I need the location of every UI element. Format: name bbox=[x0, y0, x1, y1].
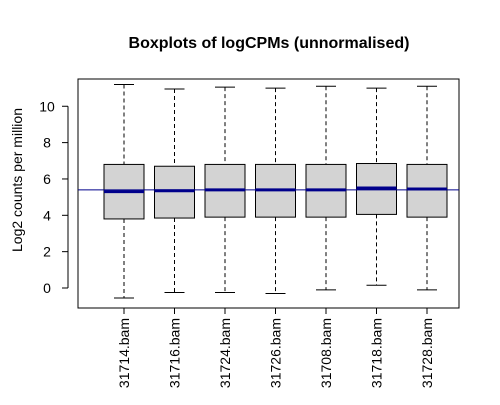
y-tick-label: 6 bbox=[43, 171, 51, 187]
x-category-label: 31714.bam bbox=[116, 318, 132, 388]
y-tick-label: 4 bbox=[43, 207, 51, 223]
box-31728.bam bbox=[406, 85, 448, 291]
y-tick-label: 8 bbox=[43, 135, 51, 151]
iqr-box bbox=[406, 163, 448, 218]
boxes bbox=[103, 83, 448, 299]
x-category-label: 31726.bam bbox=[268, 318, 284, 388]
y-tick-label: 2 bbox=[43, 244, 51, 260]
box-31716.bam bbox=[154, 88, 195, 294]
box-31726.bam bbox=[255, 87, 296, 294]
y-axis-label: Log2 counts per million bbox=[9, 108, 25, 252]
box-31708.bam bbox=[305, 85, 347, 291]
box-31718.bam bbox=[356, 87, 397, 286]
x-axis-labels: 31714.bam 31716.bam 31724.bam 31726.bam 3170… bbox=[116, 308, 435, 388]
chart-title: Boxplots of logCPMs (unnormalised) bbox=[129, 35, 410, 52]
y-tick-label: 0 bbox=[43, 280, 51, 296]
y-axis: 0 2 4 6 8 10 bbox=[39, 98, 69, 296]
x-category-label: 31708.bam bbox=[318, 318, 334, 388]
y-tick-label: 10 bbox=[39, 98, 55, 114]
plot-frame bbox=[77, 78, 460, 309]
box-31714.bam bbox=[103, 83, 145, 299]
x-category-label: 31728.bam bbox=[419, 318, 435, 388]
x-category-label: 31718.bam bbox=[369, 318, 385, 388]
x-category-label: 31716.bam bbox=[167, 318, 183, 388]
x-category-label: 31724.bam bbox=[217, 318, 233, 388]
